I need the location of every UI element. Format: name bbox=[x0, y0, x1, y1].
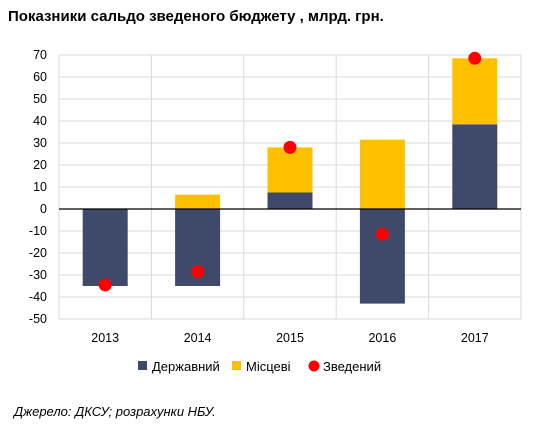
legend-label-consolidated: Зведений bbox=[323, 359, 381, 374]
bar-local-2014 bbox=[175, 194, 221, 209]
legend-label-local: Місцеві bbox=[246, 359, 291, 374]
legend-label-state: Державний bbox=[152, 359, 220, 374]
legend: Державний Місцеві Зведений bbox=[138, 359, 381, 374]
y-tick-label: 30 bbox=[33, 136, 47, 150]
x-tick-label: 2013 bbox=[91, 331, 119, 345]
y-tick-label: -10 bbox=[29, 224, 47, 238]
bars-layer bbox=[82, 58, 498, 304]
markers-layer bbox=[98, 51, 482, 292]
y-tick-label: 40 bbox=[33, 114, 47, 128]
y-tick-label: -20 bbox=[29, 246, 47, 260]
x-tick-label: 2017 bbox=[461, 331, 489, 345]
y-tick-label: 60 bbox=[33, 70, 47, 84]
y-tick-label: -30 bbox=[29, 268, 47, 282]
x-tick-label: 2015 bbox=[276, 331, 304, 345]
bar-local-2016 bbox=[359, 139, 405, 209]
bar-state-2013 bbox=[82, 209, 128, 286]
marker-consolidated-2013 bbox=[98, 278, 112, 292]
x-tick-label: 2016 bbox=[368, 331, 396, 345]
marker-consolidated-2014 bbox=[191, 265, 205, 279]
legend-swatch-state bbox=[138, 361, 147, 370]
bar-local-2015 bbox=[267, 147, 313, 193]
marker-consolidated-2015 bbox=[283, 140, 297, 154]
ticks-layer: -50 -40 -30 -20 -10 0 10 20 30 40 50 60 70 2013 2014 20… bbox=[29, 48, 489, 345]
legend-swatch-consolidated bbox=[308, 360, 320, 372]
marker-consolidated-2016 bbox=[375, 227, 389, 241]
bar-local-2017 bbox=[452, 58, 498, 125]
source-note: Джерело: ДКСУ; розрахунки НБУ. bbox=[14, 404, 216, 419]
bar-state-2015 bbox=[267, 192, 313, 209]
y-tick-label: 70 bbox=[33, 48, 47, 62]
bar-state-2017 bbox=[452, 124, 498, 209]
grid-layer bbox=[58, 54, 522, 320]
y-tick-label: 50 bbox=[33, 92, 47, 106]
y-tick-label: 20 bbox=[33, 158, 47, 172]
marker-consolidated-2017 bbox=[468, 51, 482, 65]
y-tick-label: -50 bbox=[29, 312, 47, 326]
x-tick-label: 2014 bbox=[184, 331, 212, 345]
y-tick-label: 10 bbox=[33, 180, 47, 194]
bar-state-2016 bbox=[359, 209, 405, 304]
legend-swatch-local bbox=[232, 361, 241, 370]
y-tick-label: 0 bbox=[40, 202, 47, 216]
chart-title: Показники сальдо зведеного бюджету , млр… bbox=[8, 8, 384, 25]
y-tick-label: -40 bbox=[29, 290, 47, 304]
